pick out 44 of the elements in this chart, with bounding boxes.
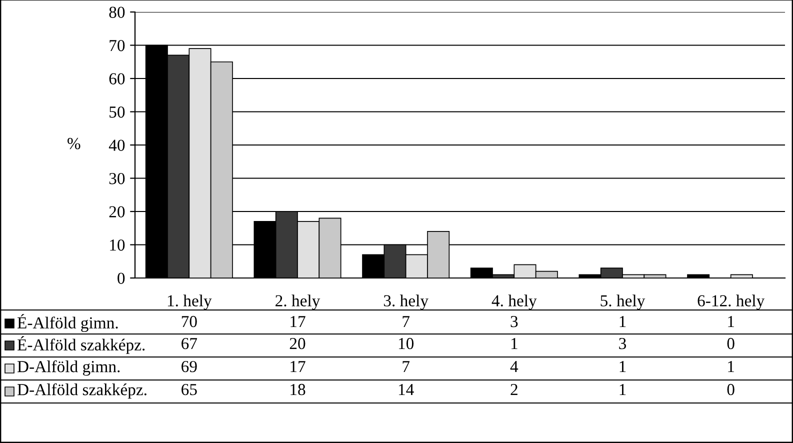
data-label: 10 — [398, 338, 414, 350]
y-tick-label: 80 — [109, 6, 125, 18]
x-tick-label: 4. hely — [492, 294, 537, 310]
y-tick-label: 0 — [118, 272, 125, 284]
y-tick-label: 10 — [110, 239, 125, 251]
legend-label: D-Alföld gimn. — [17, 360, 120, 376]
x-tick-label: 5. hely — [600, 294, 646, 310]
data-label: 1 — [620, 361, 626, 372]
x-tick-label: 6-12. hely — [698, 294, 765, 310]
y-tick-label: 40 — [108, 140, 125, 151]
data-label: 20 — [290, 338, 306, 350]
data-label: 4 — [510, 361, 518, 372]
x-tick-label: 2. hely — [276, 294, 320, 310]
data-label: 2 — [510, 384, 518, 396]
data-label: 17 — [290, 316, 306, 328]
data-label: 65 — [182, 384, 197, 396]
data-label: 0 — [727, 338, 734, 350]
data-label: 7 — [402, 316, 410, 328]
y-axis-title: % — [68, 138, 80, 150]
y-tick-label: 20 — [109, 206, 125, 218]
y-tick-label: 60 — [109, 73, 125, 84]
data-label: 3 — [510, 316, 518, 328]
data-label: 1 — [620, 384, 626, 396]
data-label: 17 — [290, 361, 306, 372]
data-label: 1 — [728, 361, 734, 372]
legend-label: D-Alföld szakképz. — [17, 383, 146, 399]
data-label: 69 — [182, 360, 197, 372]
data-label: 3 — [619, 338, 626, 350]
y-tick-label: 50 — [110, 106, 125, 118]
x-tick-label: 3. hely — [384, 294, 428, 310]
legend-label: É-Alföld gimn. — [17, 314, 118, 332]
legend-label: É-Alföld szakképz. — [17, 336, 145, 354]
data-label: 14 — [398, 384, 414, 396]
data-label: 1 — [620, 316, 626, 328]
data-label: 0 — [727, 384, 734, 396]
data-label: 7 — [402, 361, 410, 372]
y-tick-label: 70 — [110, 40, 125, 52]
y-tick-label: 30 — [109, 172, 125, 184]
x-tick-label: 1. hely — [168, 294, 212, 310]
data-label: 1 — [511, 338, 518, 350]
data-label: 1 — [728, 316, 734, 328]
data-label: 70 — [182, 316, 197, 328]
data-label: 67 — [182, 338, 198, 350]
data-label: 18 — [290, 384, 306, 396]
